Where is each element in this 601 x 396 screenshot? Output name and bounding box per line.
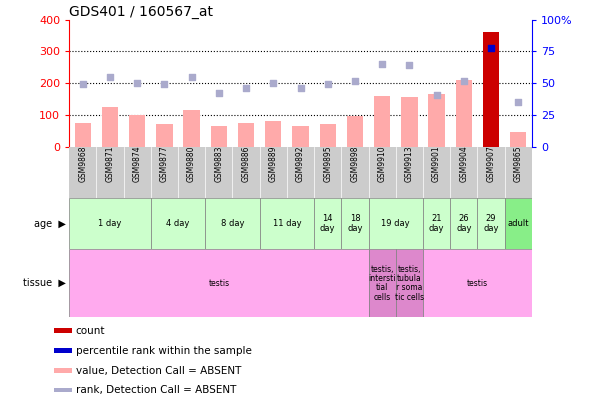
Point: [214, 90, 224, 97]
Text: age  ▶: age ▶: [34, 219, 66, 229]
Bar: [54, 388, 72, 392]
Text: GDS401 / 160567_at: GDS401 / 160567_at: [69, 5, 213, 19]
Text: 8 day: 8 day: [221, 219, 244, 228]
Text: 21
day: 21 day: [429, 214, 444, 233]
Bar: [510, 132, 526, 147]
Bar: [75, 123, 91, 147]
Text: adult: adult: [507, 219, 529, 228]
Bar: [374, 96, 390, 147]
Text: 29
day: 29 day: [483, 214, 499, 233]
Point: [432, 91, 441, 98]
Point: [105, 74, 115, 80]
Text: 1 day: 1 day: [98, 219, 121, 228]
Text: count: count: [76, 326, 105, 336]
Bar: [54, 348, 72, 353]
Bar: [54, 368, 72, 373]
Point: [323, 81, 332, 88]
Bar: [341, 198, 368, 249]
Bar: [69, 249, 368, 317]
Bar: [183, 110, 200, 147]
Point: [132, 80, 142, 86]
Bar: [505, 198, 532, 249]
Point: [513, 99, 523, 105]
Text: 19 day: 19 day: [382, 219, 410, 228]
Bar: [483, 32, 499, 147]
Text: 26
day: 26 day: [456, 214, 472, 233]
Text: rank, Detection Call = ABSENT: rank, Detection Call = ABSENT: [76, 385, 236, 396]
Bar: [151, 198, 205, 249]
Text: 18
day: 18 day: [347, 214, 362, 233]
Bar: [265, 121, 281, 147]
Bar: [456, 80, 472, 147]
Point: [241, 85, 251, 91]
Bar: [156, 124, 172, 147]
Text: testis: testis: [467, 279, 488, 287]
Bar: [205, 198, 260, 249]
Bar: [129, 115, 145, 147]
Text: testis: testis: [209, 279, 230, 287]
Bar: [401, 97, 418, 147]
Bar: [211, 126, 227, 147]
Bar: [429, 94, 445, 147]
Point: [296, 85, 305, 91]
Point: [187, 74, 197, 80]
Point: [377, 61, 387, 67]
Text: testis,
intersti
tial
cells: testis, intersti tial cells: [368, 265, 396, 302]
Text: tissue  ▶: tissue ▶: [23, 278, 66, 288]
Bar: [450, 198, 477, 249]
Point: [404, 62, 414, 69]
Bar: [69, 198, 151, 249]
Point: [459, 78, 469, 84]
Bar: [368, 249, 396, 317]
Bar: [292, 126, 309, 147]
Text: 4 day: 4 day: [166, 219, 190, 228]
Bar: [314, 198, 341, 249]
Text: value, Detection Call = ABSENT: value, Detection Call = ABSENT: [76, 366, 241, 376]
Bar: [102, 107, 118, 147]
Point: [160, 81, 169, 88]
Bar: [238, 123, 254, 147]
Point: [350, 78, 360, 84]
Text: testis,
tubula
r soma
tic cells: testis, tubula r soma tic cells: [395, 265, 424, 302]
Point: [78, 81, 88, 88]
Point: [269, 80, 278, 86]
Text: 11 day: 11 day: [273, 219, 301, 228]
Bar: [54, 328, 72, 333]
Bar: [477, 198, 505, 249]
Bar: [320, 124, 336, 147]
Text: 14
day: 14 day: [320, 214, 335, 233]
Bar: [368, 198, 423, 249]
Text: percentile rank within the sample: percentile rank within the sample: [76, 346, 252, 356]
Bar: [423, 198, 450, 249]
Bar: [396, 249, 423, 317]
Bar: [347, 116, 363, 147]
Bar: [423, 249, 532, 317]
Point: [486, 44, 496, 51]
Bar: [260, 198, 314, 249]
